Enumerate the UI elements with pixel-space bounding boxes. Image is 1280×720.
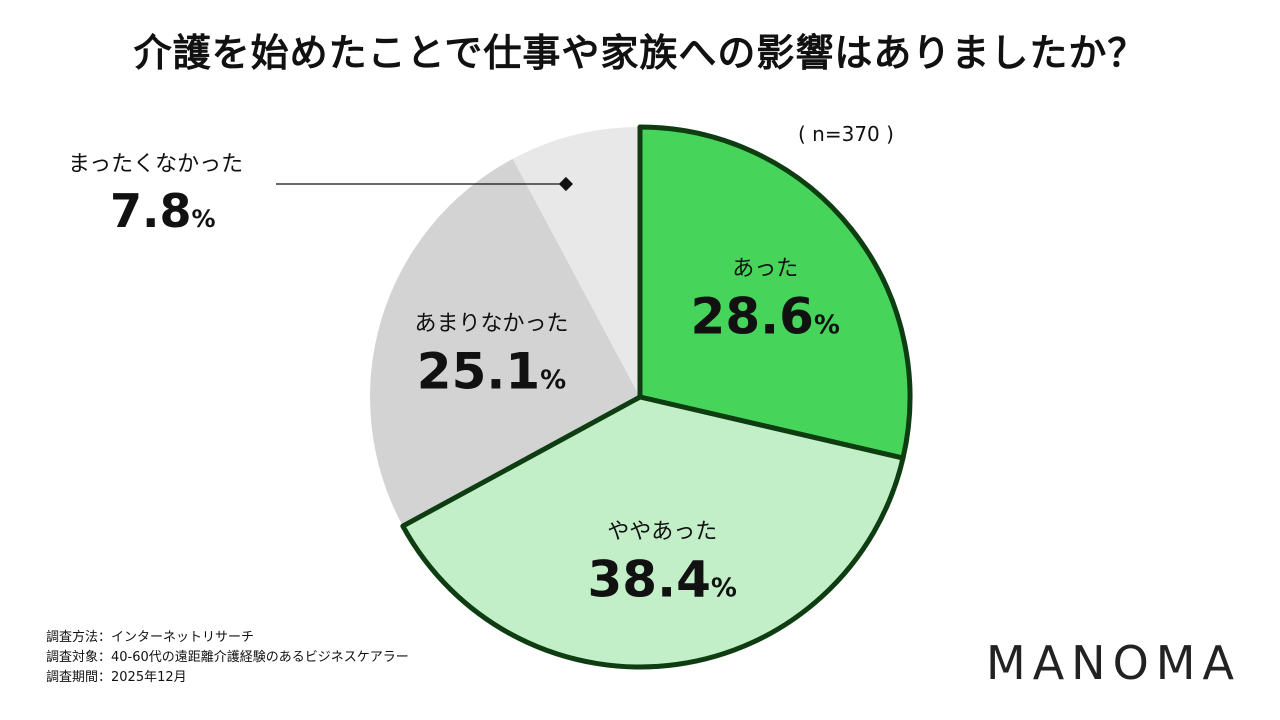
survey-footnote: 調査方法：インターネットリサーチ 調査対象：40-60代の遠距離介護経験のあるビ… bbox=[46, 628, 409, 688]
slice-atta bbox=[637, 124, 913, 461]
slice-label-category: ややあった bbox=[607, 519, 717, 544]
slice-yaya-atta bbox=[400, 394, 906, 670]
slice-label-category: あった bbox=[732, 256, 798, 281]
pie-slices bbox=[370, 124, 913, 670]
sample-size-label: ( n=370 ) bbox=[798, 122, 894, 146]
slice-label-value: 7.8% bbox=[110, 184, 216, 238]
slice-label-value: 38.4% bbox=[588, 550, 737, 608]
slice-label-value: 25.1% bbox=[417, 343, 566, 401]
slice-amari-nakatta bbox=[370, 158, 640, 527]
survey-period: 調査期間：2025年12月 bbox=[46, 670, 187, 685]
external-slice-label: まったくなかった 7.8% bbox=[68, 146, 243, 238]
chart-title: 介護を始めたことで仕事や家族への影響はありましたか？ bbox=[133, 31, 1147, 75]
slice-mattaku-nakatta bbox=[512, 127, 640, 397]
slice-labels: あった 28.6% ややあった 38.4% あまりなかった 25.1% bbox=[415, 256, 840, 608]
survey-method: 調査方法：インターネットリサーチ bbox=[46, 630, 255, 645]
brand-logo: MANOMA bbox=[986, 636, 1241, 690]
slice-label-value: 28.6% bbox=[691, 287, 840, 345]
survey-target: 調査対象：40-60代の遠距離介護経験のあるビジネスケアラー bbox=[46, 650, 409, 665]
leader-line-group bbox=[276, 176, 574, 192]
leader-marker bbox=[558, 176, 574, 192]
slice-label-category: まったくなかった bbox=[68, 152, 244, 177]
slice-label-category: あまりなかった bbox=[415, 312, 569, 337]
